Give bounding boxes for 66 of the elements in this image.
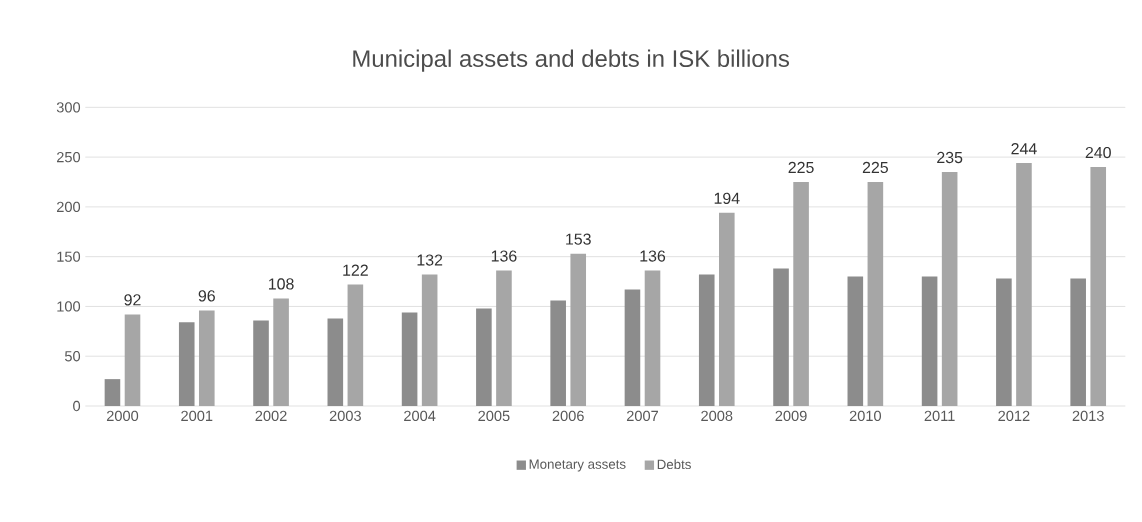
legend-label: Debts	[657, 459, 691, 470]
x-tick-label: 2004	[404, 410, 436, 422]
bar	[253, 320, 269, 406]
bar	[773, 268, 789, 406]
bar	[421, 274, 438, 406]
bar	[104, 379, 121, 406]
y-tick-label: 300	[56, 102, 81, 113]
bar	[996, 278, 1012, 406]
bar	[719, 212, 735, 406]
bar	[347, 284, 364, 406]
x-tick-label: 2000	[106, 410, 139, 422]
x-tick-label: 2007	[626, 410, 658, 422]
y-tick-label: 100	[57, 301, 81, 312]
data-label: 136	[640, 250, 666, 262]
x-tick-label: 2005	[478, 410, 510, 422]
data-label: 132	[417, 254, 443, 266]
data-label: 240	[1085, 146, 1111, 159]
bar	[847, 276, 864, 406]
bar	[793, 181, 809, 406]
y-tick-label: 150	[57, 251, 81, 262]
data-label: 244	[1011, 143, 1037, 155]
x-tick-label: 2013	[1072, 410, 1104, 422]
bar	[624, 289, 641, 406]
bar	[644, 270, 661, 406]
bar	[401, 312, 418, 406]
bar	[550, 300, 566, 406]
x-tick-label: 2002	[255, 410, 287, 422]
x-tick-label: 2009	[775, 410, 807, 422]
x-tick-label: 2010	[849, 410, 881, 422]
bar	[198, 310, 215, 406]
data-label: 235	[937, 151, 963, 164]
data-label: 153	[566, 233, 591, 245]
data-label: 136	[491, 250, 517, 262]
bar	[496, 270, 512, 406]
bar	[1070, 278, 1086, 406]
bar	[273, 298, 289, 406]
data-label: 225	[788, 161, 814, 174]
bar	[1090, 167, 1107, 406]
x-tick-label: 2012	[998, 410, 1030, 422]
y-tick-label: 0	[73, 400, 81, 412]
bar	[867, 181, 884, 406]
bar	[327, 318, 344, 406]
x-tick-label: 2011	[924, 410, 955, 422]
bar	[178, 322, 195, 406]
bar	[570, 253, 587, 406]
y-tick-label: 200	[56, 201, 81, 213]
data-label: 96	[198, 290, 215, 302]
bar	[921, 276, 938, 406]
y-tick-label: 50	[64, 351, 81, 362]
bar	[1016, 163, 1032, 406]
bar	[124, 314, 141, 406]
bar	[476, 308, 492, 406]
y-tick-label: 250	[56, 151, 81, 163]
x-tick-label: 2008	[701, 410, 733, 422]
x-tick-label: 2001	[181, 410, 213, 422]
chart-title: Municipal assets and debts in ISK billions	[353, 49, 790, 72]
x-tick-label: 2003	[329, 410, 361, 422]
x-tick-label: 2006	[552, 410, 584, 422]
data-label: 225	[862, 161, 888, 174]
data-label: 122	[343, 264, 368, 276]
data-label: 194	[714, 192, 740, 204]
data-label: 92	[124, 294, 141, 306]
data-label: 108	[268, 278, 294, 290]
legend-label: Monetary assets	[529, 459, 626, 472]
bar	[698, 274, 715, 406]
bar	[941, 172, 958, 406]
